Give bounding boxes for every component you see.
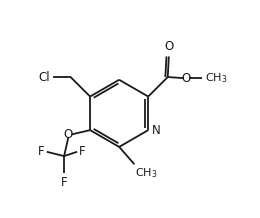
- Text: F: F: [61, 176, 67, 189]
- Text: O: O: [164, 40, 173, 53]
- Text: N: N: [152, 124, 161, 137]
- Text: F: F: [79, 145, 86, 158]
- Text: CH$_3$: CH$_3$: [205, 71, 227, 85]
- Text: CH$_3$: CH$_3$: [135, 166, 158, 180]
- Text: Cl: Cl: [38, 71, 50, 83]
- Text: O: O: [181, 72, 191, 85]
- Text: O: O: [64, 128, 73, 141]
- Text: F: F: [38, 145, 45, 158]
